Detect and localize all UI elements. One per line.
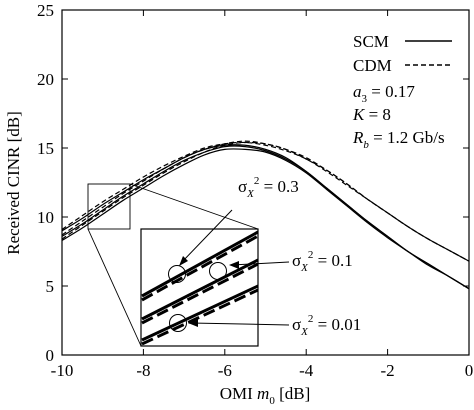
zoom-connector-bottom <box>87 228 142 347</box>
param-a3: a3 = 0.17 <box>353 82 415 105</box>
y-axis-ticks: 0 5 10 15 20 25 <box>37 1 469 365</box>
legend-label-cdm: CDM <box>353 56 392 75</box>
x-tick-label-3: -4 <box>299 361 314 380</box>
y-tick-label-3: 15 <box>37 139 54 158</box>
y-tick-label-1: 5 <box>46 277 55 296</box>
series-line-dashed-3 <box>62 141 469 262</box>
inset-curve-0.3-scm <box>141 230 258 298</box>
inset-curve-0.1-cdm <box>141 262 258 325</box>
annotation-sigma-0.3: σX2 = 0.3 <box>238 175 299 200</box>
y-axis-title: Received CINR [dB] <box>4 111 23 255</box>
param-k: K = 8 <box>352 105 391 124</box>
series-line-dashed-5 <box>62 141 469 262</box>
arrow-0.01 <box>190 322 290 326</box>
plot-frame <box>61 9 470 356</box>
inset-curve-0.1-scm <box>141 258 258 321</box>
annotation-arrows <box>179 209 290 327</box>
y-tick-label-5: 25 <box>37 1 54 20</box>
x-axis-title: OMI m0 [dB] <box>220 384 311 407</box>
x-tick-label-4: -2 <box>381 361 395 380</box>
zoom-connector-top <box>129 183 259 230</box>
inset-curve-0.01-scm <box>141 284 258 342</box>
arrowhead-0.01 <box>188 319 198 327</box>
zoom-inset <box>140 228 259 347</box>
inset-marker-0.01 <box>169 314 187 332</box>
annotation-sigma-0.01: σX2 = 0.01 <box>292 313 361 338</box>
parameter-block: a3 = 0.17 K = 8 Rb = 1.2 Gb/s <box>352 82 445 151</box>
x-tick-label-2: -6 <box>218 361 232 380</box>
inset-curves <box>141 230 258 346</box>
x-tick-label-1: -8 <box>136 361 150 380</box>
x-tick-label-5: 0 <box>465 361 474 380</box>
arrowhead-0.3 <box>179 256 188 266</box>
legend: SCM CDM <box>353 32 452 75</box>
series-line-solid-2 <box>62 148 469 290</box>
y-tick-label-0: 0 <box>46 346 55 365</box>
y-tick-label-4: 20 <box>37 70 54 89</box>
arrowhead-0.1 <box>229 261 239 269</box>
x-tick-label-0: -10 <box>51 361 74 380</box>
arrow-0.1 <box>231 261 290 266</box>
series-line-solid-1 <box>62 145 469 290</box>
y-tick-label-2: 10 <box>37 208 54 227</box>
annotation-sigma-0.1: σX2 = 0.1 <box>292 249 353 274</box>
series-line-solid-0 <box>62 144 469 290</box>
arrow-0.3 <box>180 209 233 264</box>
inset-marker-0.3 <box>168 265 186 283</box>
inset-marker-0.1 <box>209 262 227 280</box>
series-layer <box>62 140 469 290</box>
inset-curve-0.3-cdm <box>141 234 258 302</box>
legend-label-scm: SCM <box>353 32 389 51</box>
inset-curve-0.01-cdm <box>141 288 258 346</box>
x-axis-ticks: -10 -8 -6 -4 -2 0 <box>51 10 474 380</box>
param-rb: Rb = 1.2 Gb/s <box>352 128 445 151</box>
zoom-region-box <box>87 183 131 230</box>
